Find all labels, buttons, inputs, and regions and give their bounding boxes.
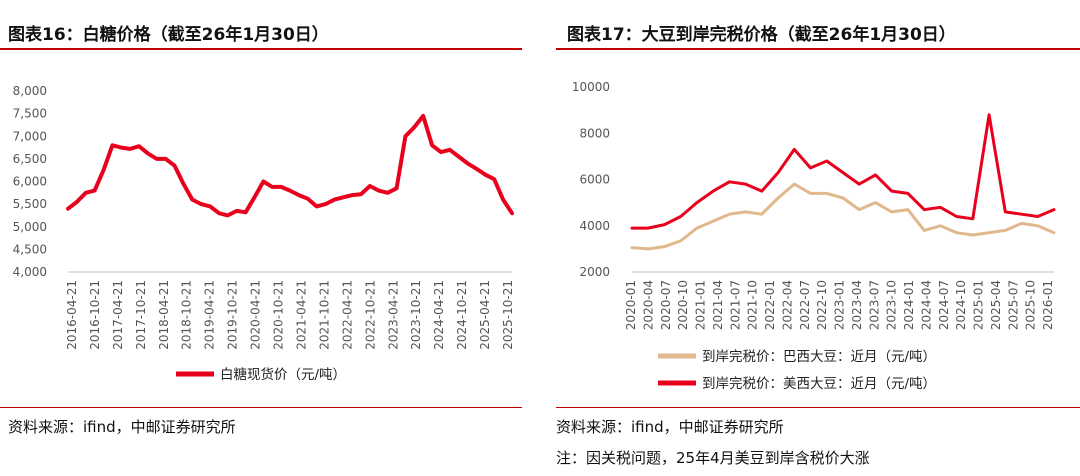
right-x-tick-9: 2022-04 [780, 280, 794, 330]
right-x-tick-1: 2020-04 [641, 280, 655, 330]
right-x-tick-21: 2025-04 [989, 280, 1003, 330]
right-x-tick-17: 2024-04 [919, 280, 933, 330]
right-x-tick-3: 2020-10 [676, 280, 690, 330]
left-chart-title: 图表16：白糖价格（截至26年1月30日） [8, 25, 329, 45]
left-x-tick-16: 2024-04-21 [432, 280, 446, 350]
right-x-tick-20: 2025-01 [972, 280, 986, 330]
left-y-tick-5: 5,500 [13, 197, 47, 211]
right-y-tick-3: 4000 [579, 219, 610, 233]
right-x-tick-13: 2023-04 [850, 280, 864, 330]
right-legend-label-0: 到岸完税价：巴西大豆：近月（元/吨） [702, 349, 936, 365]
left-x-tick-12: 2022-04-21 [340, 280, 354, 350]
right-x-tick-15: 2023-10 [885, 280, 899, 330]
right-source-rule [556, 407, 1080, 408]
left-x-tick-11: 2021-10-21 [317, 280, 331, 350]
left-y-tick-0: 8,000 [13, 84, 47, 98]
right-y-tick-0: 10000 [572, 80, 610, 94]
right-x-tick-10: 2022-07 [798, 280, 812, 330]
left-x-tick-8: 2020-04-21 [249, 280, 263, 350]
left-y-tick-8: 4,000 [13, 265, 47, 279]
left-x-tick-4: 2018-04-21 [157, 280, 171, 350]
left-x-tick-1: 2016-10-21 [88, 280, 102, 350]
right-y-tick-2: 6000 [579, 173, 610, 187]
right-y-tick-1: 8000 [579, 126, 610, 140]
right-x-tick-16: 2024-01 [902, 280, 916, 330]
right-x-tick-18: 2024-07 [937, 280, 951, 330]
right-note: 注：因关税问题，25年4月美豆到岸含税价大涨 [556, 449, 870, 467]
right-x-tick-23: 2025-10 [1024, 280, 1038, 330]
left-y-tick-6: 5,000 [13, 220, 47, 234]
left-source-rule [0, 407, 522, 408]
right-x-tick-19: 2024-10 [954, 280, 968, 330]
right-x-tick-6: 2021-07 [728, 280, 742, 330]
left-title-rule [0, 48, 522, 50]
left-y-tick-4: 6,000 [13, 175, 47, 189]
right-chart-title: 图表17：大豆到岸完税价格（截至26年1月30日） [567, 25, 956, 45]
right-x-tick-11: 2022-10 [815, 280, 829, 330]
right-x-tick-24: 2026-01 [1041, 280, 1055, 330]
right-soybean-chart: 10000 8000 6000 4000 2000 2020-01 2020-04 2020-… [572, 80, 1056, 392]
right-x-tick-2: 2020-07 [659, 280, 673, 330]
left-x-tick-5: 2018-10-21 [180, 280, 194, 350]
left-x-tick-2: 2017-04-21 [111, 280, 125, 350]
left-y-tick-7: 4,500 [13, 242, 47, 256]
right-source: 资料来源：ifind，中邮证券研究所 [556, 418, 784, 436]
right-series-line-1 [630, 113, 1056, 230]
right-legend-label-1: 到岸完税价：美西大豆：近月（元/吨） [702, 376, 936, 392]
left-sugar-chart: 8,000 7,500 7,000 6,500 6,000 5,500 5,000 4,500… [13, 84, 515, 383]
left-x-tick-7: 2019-10-21 [226, 280, 240, 350]
right-x-tick-5: 2021-04 [711, 280, 725, 330]
left-x-tick-18: 2025-04-21 [478, 280, 492, 350]
left-x-tick-6: 2019-04-21 [203, 280, 217, 350]
left-series-line-0 [66, 113, 514, 218]
left-x-tick-0: 2016-04-21 [65, 280, 79, 350]
right-x-tick-14: 2023-07 [867, 280, 881, 330]
left-y-tick-1: 7,500 [13, 107, 47, 121]
left-x-tick-10: 2021-04-21 [294, 280, 308, 350]
left-x-tick-15: 2023-10-21 [409, 280, 423, 350]
left-x-tick-14: 2023-04-21 [386, 280, 400, 350]
right-x-tick-0: 2020-01 [624, 280, 638, 330]
left-y-tick-2: 7,000 [13, 129, 47, 143]
left-legend-label-0: 白糖现货价（元/吨） [220, 366, 346, 383]
right-x-tick-22: 2025-07 [1006, 280, 1020, 330]
left-y-tick-3: 6,500 [13, 152, 47, 166]
right-x-tick-4: 2021-01 [694, 280, 708, 330]
left-x-tick-3: 2017-10-21 [134, 280, 148, 350]
right-title-rule [556, 48, 1080, 50]
right-x-tick-12: 2023-01 [833, 280, 847, 330]
right-x-tick-8: 2022-01 [763, 280, 777, 330]
left-x-tick-17: 2024-10-21 [455, 280, 469, 350]
right-y-tick-4: 2000 [579, 265, 610, 279]
right-x-tick-7: 2021-10 [746, 280, 760, 330]
left-source: 资料来源：ifind，中邮证券研究所 [8, 418, 236, 436]
right-series-line-0 [630, 182, 1056, 251]
left-x-tick-9: 2020-10-21 [272, 280, 286, 350]
left-x-tick-13: 2022-10-21 [363, 280, 377, 350]
left-x-tick-19: 2025-10-21 [501, 280, 515, 350]
